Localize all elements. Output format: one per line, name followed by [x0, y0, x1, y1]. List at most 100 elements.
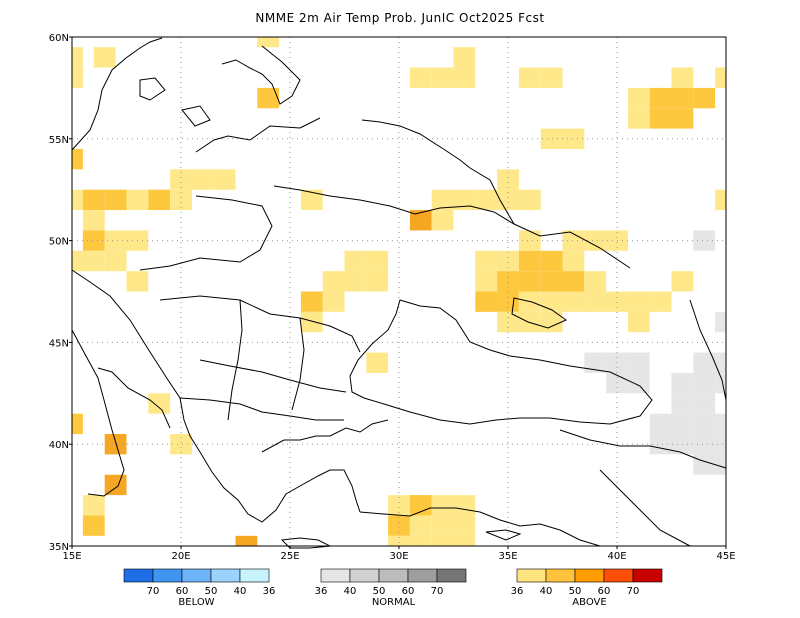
prob-cell	[649, 108, 672, 129]
legend-swatch	[320, 568, 351, 583]
prob-cell	[104, 434, 127, 455]
lon-tick-label: 35E	[498, 551, 517, 562]
prob-cell	[366, 271, 389, 292]
lon-tick-label: 30E	[389, 551, 408, 562]
prob-cell	[257, 87, 280, 109]
lat-tick-label: 35N	[49, 542, 69, 553]
legend-value: 60	[176, 586, 189, 597]
prob-cell	[72, 47, 83, 68]
prob-cell	[431, 535, 454, 546]
legend-swatch	[603, 568, 634, 583]
lon-tick-label: 15E	[62, 551, 81, 562]
map-title: NMME 2m Air Temp Prob. JunIC Oct2025 Fcs…	[255, 11, 545, 25]
prob-cell	[518, 271, 541, 292]
prob-cell	[322, 291, 345, 312]
legend-swatch	[349, 568, 380, 583]
prob-cell	[453, 535, 476, 546]
prob-cell	[431, 515, 454, 536]
prob-cell	[431, 189, 454, 211]
prob-cell	[170, 189, 192, 211]
prob-cell	[606, 372, 628, 394]
prob-cell	[627, 87, 650, 109]
prob-cell	[126, 189, 149, 211]
prob-cell	[453, 189, 476, 211]
prob-cell	[72, 148, 83, 170]
legend-below: 70 60 50 40 36 BELOW	[123, 568, 275, 608]
legend-swatch	[407, 568, 438, 583]
prob-cell	[126, 271, 149, 292]
prob-cell	[453, 495, 476, 516]
prob-cell	[72, 189, 83, 211]
prob-cell	[82, 230, 105, 251]
legend-swatch	[378, 568, 409, 583]
prob-cell	[671, 372, 694, 394]
prob-cell	[518, 250, 541, 272]
prob-cell	[584, 271, 607, 292]
legend-value: 50	[205, 586, 218, 597]
prob-cell	[584, 352, 607, 373]
prob-cell	[344, 271, 367, 292]
prob-cell	[693, 434, 716, 455]
legend-swatch	[516, 568, 547, 583]
prob-cell	[606, 291, 628, 312]
prob-cell	[671, 67, 694, 88]
prob-cell	[497, 250, 519, 272]
prob-cell	[475, 271, 498, 292]
prob-cell	[497, 271, 519, 292]
lat-tick-label: 40N	[49, 440, 69, 451]
prob-cell	[104, 230, 127, 251]
prob-cell	[693, 352, 716, 373]
prob-cell	[671, 393, 694, 414]
prob-cell	[693, 454, 716, 475]
lon-tick-label: 25E	[280, 551, 299, 562]
latitude-tick-labels: 35N 40N 45N 50N 55N 60N	[49, 33, 72, 553]
prob-cell	[693, 87, 716, 109]
lat-tick-label: 60N	[49, 33, 69, 44]
prob-cell	[693, 393, 716, 414]
prob-cell	[518, 67, 541, 88]
prob-cell	[191, 169, 214, 190]
legend-swatch	[123, 568, 154, 583]
prob-cell	[649, 413, 672, 435]
legend-value: 40	[234, 586, 247, 597]
prob-cell	[584, 230, 607, 251]
prob-cell	[475, 189, 498, 211]
prob-cell	[540, 67, 563, 88]
prob-cell	[409, 210, 432, 231]
prob-cell	[409, 535, 432, 546]
prob-cell	[671, 87, 694, 109]
prob-cell	[715, 454, 726, 475]
prob-cell	[562, 250, 585, 272]
prob-cell	[409, 495, 432, 516]
prob-cell	[671, 271, 694, 292]
prob-cell	[322, 271, 345, 292]
lon-tick-label: 20E	[171, 551, 190, 562]
prob-cell	[388, 495, 410, 516]
longitude-tick-labels: 15E 20E 25E 30E 35E 40E 45E	[62, 546, 736, 562]
prob-cell	[82, 210, 105, 231]
legend-above: 36 40 50 60 70 ABOVE	[511, 568, 663, 608]
prob-cell	[104, 189, 127, 211]
prob-cell	[388, 535, 410, 546]
prob-cell	[715, 434, 726, 455]
legend-value: 36	[511, 586, 524, 597]
prob-cell	[72, 67, 83, 88]
prob-cell	[649, 87, 672, 109]
prob-cell	[497, 291, 519, 312]
prob-cell	[562, 230, 585, 251]
prob-cell	[693, 372, 716, 394]
legend-swatch	[210, 568, 241, 583]
prob-cell	[715, 352, 726, 373]
prob-cell	[562, 128, 585, 149]
prob-cell	[671, 108, 694, 129]
legend-value: 50	[373, 586, 386, 597]
prob-cell	[693, 413, 716, 435]
prob-cell	[366, 250, 389, 272]
prob-cell	[213, 169, 236, 190]
prob-cell	[72, 250, 83, 272]
lat-tick-label: 50N	[49, 237, 69, 248]
legend-value: 36	[315, 586, 328, 597]
legend-value: 60	[598, 586, 611, 597]
prob-cell	[148, 393, 171, 414]
